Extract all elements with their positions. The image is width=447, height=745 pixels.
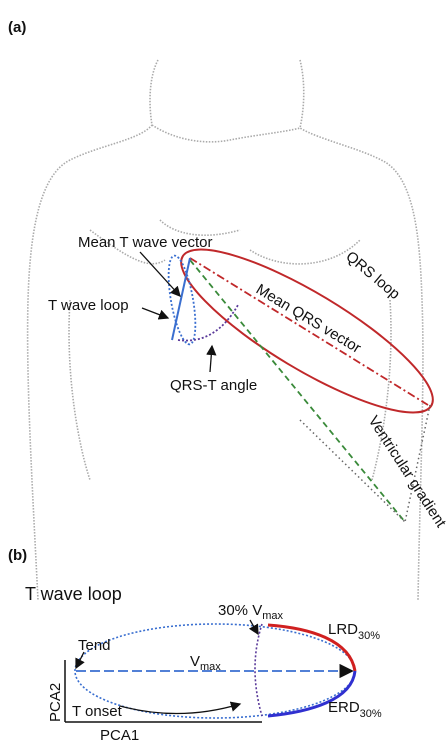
text-part: max bbox=[200, 661, 221, 673]
annotation: ERD30% bbox=[328, 699, 382, 720]
annotation: QRS loop bbox=[342, 248, 403, 303]
panel-label: (a) bbox=[8, 19, 26, 36]
mean-t-wave-vector bbox=[172, 258, 190, 340]
text-part: 30% bbox=[360, 708, 382, 720]
x-axis-label: PCA1 bbox=[100, 727, 139, 744]
text-part: V bbox=[190, 653, 200, 670]
annotation-arrows bbox=[140, 252, 212, 372]
threshold-line bbox=[255, 624, 262, 716]
annotation: Tend bbox=[78, 637, 111, 654]
annotation: LRD30% bbox=[328, 621, 380, 642]
panel-label: (b) bbox=[8, 547, 27, 564]
annotation: Mean QRS vector bbox=[253, 281, 364, 357]
annotation: Vmax bbox=[190, 653, 221, 673]
text-part: max bbox=[262, 610, 283, 622]
figure: (a) Mean T wave vector T wave loop QRS-T… bbox=[0, 0, 447, 745]
annotation: Ventricular gradient bbox=[365, 413, 447, 531]
text-part: 30% bbox=[358, 630, 380, 642]
text-part: ERD bbox=[328, 699, 360, 716]
annotation: T onset bbox=[72, 703, 123, 720]
y-axis-label: PCA2 bbox=[47, 683, 64, 722]
annotation: T wave loop bbox=[48, 297, 129, 314]
text-part: 30% V bbox=[218, 602, 262, 619]
torso-outline bbox=[28, 60, 423, 600]
panel-title: T wave loop bbox=[25, 584, 122, 604]
annotation: Mean T wave vector bbox=[78, 234, 213, 251]
annotation: QRS-T angle bbox=[170, 377, 257, 394]
annotation: 30% Vmax bbox=[218, 602, 283, 622]
qrs-loop bbox=[163, 224, 447, 439]
text-part: LRD bbox=[328, 621, 358, 638]
